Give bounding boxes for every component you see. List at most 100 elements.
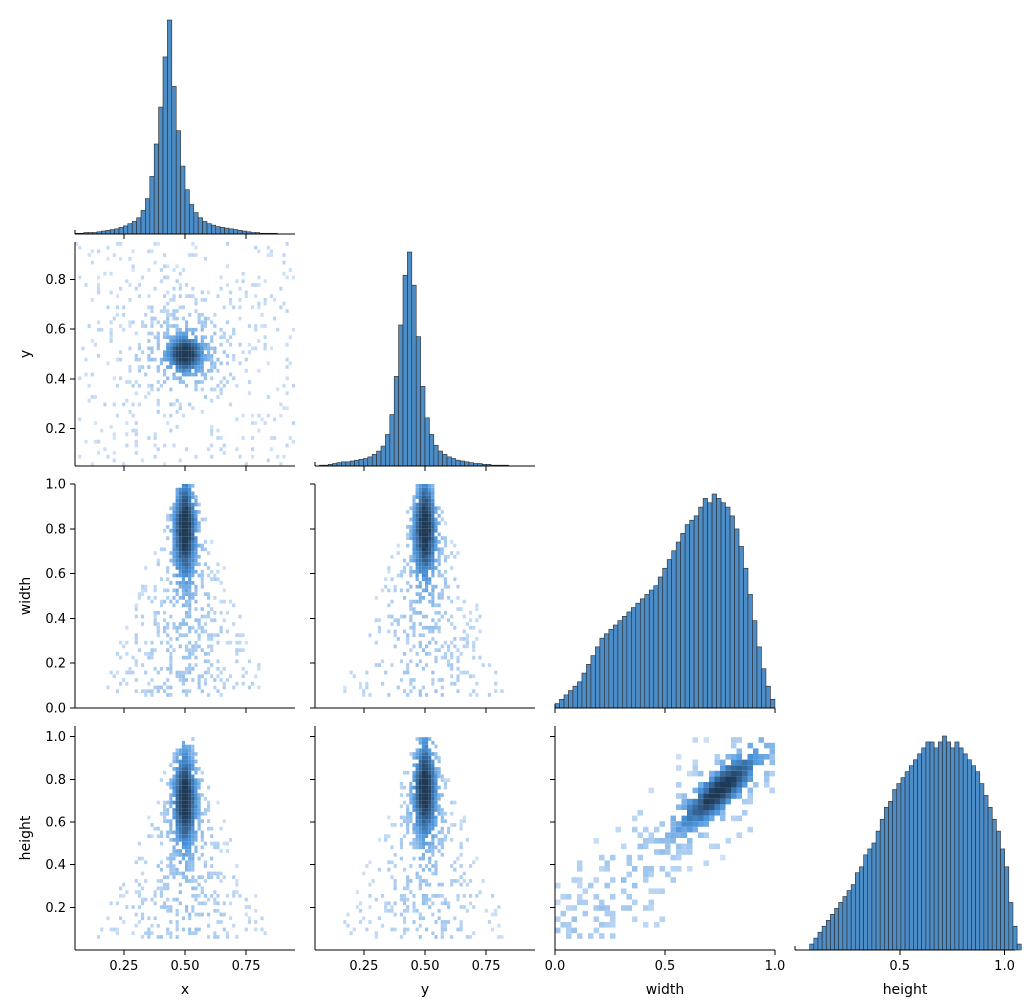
joint-cell xyxy=(194,931,198,936)
joint-cell xyxy=(266,245,270,250)
joint-cell xyxy=(465,935,469,939)
joint-cell xyxy=(175,748,179,753)
joint-cell xyxy=(566,894,572,900)
joint-cell xyxy=(428,860,432,865)
joint-cell xyxy=(235,659,239,664)
hist-bar-width xyxy=(770,698,776,709)
joint-cell xyxy=(207,610,211,615)
joint-cell xyxy=(137,856,141,861)
joint-cell xyxy=(115,652,119,656)
joint-cell xyxy=(421,774,425,779)
joint-cell xyxy=(185,763,189,768)
joint-cell xyxy=(181,808,185,812)
joint-cell xyxy=(216,395,220,399)
joint-cell xyxy=(428,737,432,741)
joint-cell xyxy=(137,882,141,887)
hist-bar-height xyxy=(817,931,823,951)
joint-cell xyxy=(194,796,198,801)
joint-cell xyxy=(225,380,229,384)
joint-cell xyxy=(159,361,163,366)
joint-cell xyxy=(415,875,419,880)
joint-cell xyxy=(169,778,173,782)
joint-cell xyxy=(555,899,561,906)
joint-cell xyxy=(412,510,416,514)
joint-cell xyxy=(381,894,385,898)
joint-cell xyxy=(185,294,189,298)
joint-cell xyxy=(421,748,425,753)
joint-cell xyxy=(134,678,138,682)
joint-cell xyxy=(368,633,372,638)
joint-cell xyxy=(676,804,682,810)
joint-cell xyxy=(175,920,179,924)
joint-cell xyxy=(175,543,179,548)
joint-cell xyxy=(194,301,198,306)
joint-cell xyxy=(692,804,698,810)
joint-cell xyxy=(421,517,425,522)
joint-cell xyxy=(428,506,432,511)
joint-cell xyxy=(425,834,429,838)
joint-cell xyxy=(210,357,214,362)
joint-cell xyxy=(681,826,687,833)
joint-cell xyxy=(254,421,258,425)
joint-cell xyxy=(443,834,447,838)
joint-cell xyxy=(156,923,160,928)
joint-cell xyxy=(137,383,141,388)
joint-cell xyxy=(714,787,720,794)
joint-cell xyxy=(421,752,425,756)
joint-cell xyxy=(431,852,435,857)
joint-cell xyxy=(494,681,498,686)
joint-cell xyxy=(185,536,189,540)
joint-cell xyxy=(207,566,211,570)
joint-cell xyxy=(266,253,270,257)
joint-cell xyxy=(257,663,261,667)
joint-cell xyxy=(291,383,295,388)
joint-cell xyxy=(368,693,372,697)
joint-cell xyxy=(425,562,429,567)
joint-cell xyxy=(425,495,429,499)
joint-cell xyxy=(659,888,665,894)
joint-cell xyxy=(219,380,223,384)
joint-cell xyxy=(626,905,632,911)
joint-cell xyxy=(163,547,167,552)
joint-cell xyxy=(150,897,154,902)
joint-cell xyxy=(229,599,233,604)
joint-cell xyxy=(203,622,207,626)
joint-cell xyxy=(169,693,173,697)
joint-cell xyxy=(288,436,292,440)
joint-cell xyxy=(172,588,176,593)
joint-cell xyxy=(440,547,444,552)
joint-cell xyxy=(163,368,167,373)
joint-cell xyxy=(412,644,416,649)
joint-cell xyxy=(197,622,201,626)
joint-cell xyxy=(428,752,432,756)
joint-cell xyxy=(207,368,211,373)
joint-cell xyxy=(109,927,113,932)
joint-cell xyxy=(134,912,138,917)
joint-cell xyxy=(409,532,413,537)
joint-cell xyxy=(200,327,204,332)
joint-cell xyxy=(188,361,192,366)
joint-cell xyxy=(421,513,425,518)
joint-cell xyxy=(437,610,441,615)
joint-cell xyxy=(279,462,283,466)
hist-bar-y xyxy=(385,434,391,467)
x-axis-label-height: height xyxy=(883,982,928,998)
joint-cell xyxy=(175,554,179,559)
joint-cell xyxy=(153,826,157,831)
hist-bar-x xyxy=(189,204,195,235)
joint-cell xyxy=(207,551,211,555)
joint-cell xyxy=(393,823,397,827)
joint-cell xyxy=(753,748,759,754)
joint-cell xyxy=(222,685,226,690)
joint-cell xyxy=(188,849,192,853)
joint-cell xyxy=(166,312,170,317)
joint-cell xyxy=(428,789,432,794)
joint-cell xyxy=(709,782,715,788)
joint-cell xyxy=(188,841,192,846)
joint-cell xyxy=(203,354,207,358)
joint-cell xyxy=(185,905,189,909)
joint-cell xyxy=(172,845,176,850)
joint-cell xyxy=(720,815,726,822)
joint-cell xyxy=(125,681,129,686)
joint-cell xyxy=(431,625,435,630)
